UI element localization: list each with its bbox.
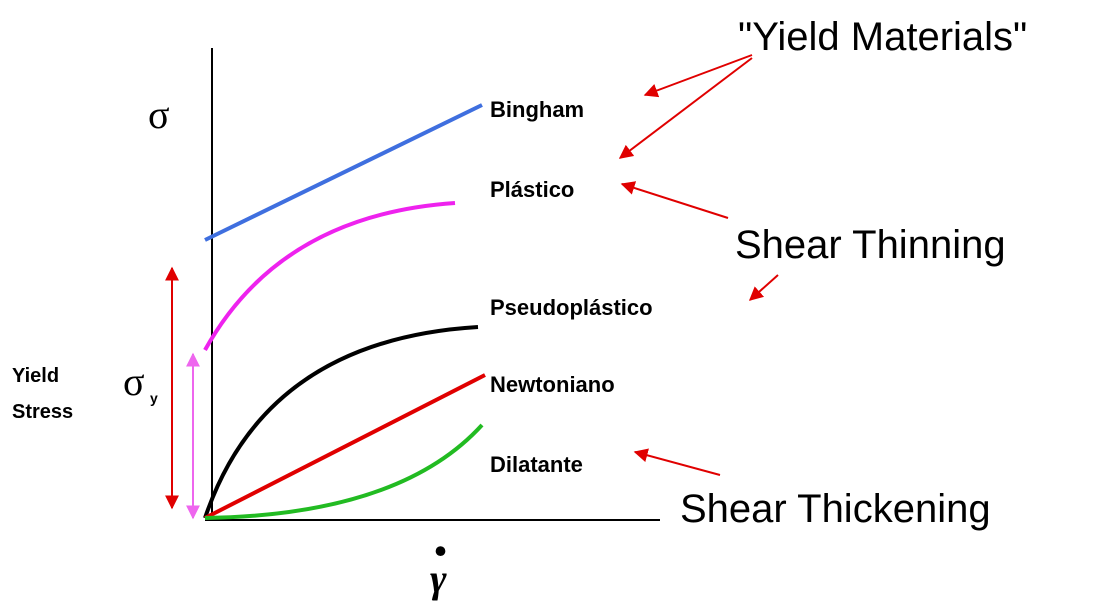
dilatante-curve (204, 423, 484, 520)
yield-label: Stress (12, 401, 73, 423)
curve-label: Plástico (490, 177, 574, 202)
curve-label: Dilatante (490, 452, 583, 477)
newtoniano-line (204, 373, 486, 520)
pointer (618, 57, 753, 159)
group-label: Shear Thickening (680, 487, 991, 531)
pointer-arrows (618, 54, 779, 476)
sigma-y-sub: y (150, 390, 158, 406)
x-axis-dot: . (433, 502, 448, 568)
bingham-line (204, 103, 483, 242)
yield-label: Yield (12, 365, 59, 387)
curve-label: Pseudoplástico (490, 295, 653, 320)
pointer (748, 274, 779, 301)
group-label: "Yield Materials" (738, 15, 1027, 59)
curve-label: Bingham (490, 97, 584, 122)
y-axis-symbol: σ (148, 92, 170, 137)
pointer (643, 54, 753, 98)
sigma-y: σ (123, 359, 145, 404)
pointer (620, 181, 729, 219)
pointer (633, 448, 721, 476)
curve-label: Newtoniano (490, 372, 615, 397)
pseudoplastico-curve (203, 325, 479, 519)
plastico-curve (203, 201, 456, 351)
x-axis-symbol: γ (430, 556, 447, 601)
group-label: Shear Thinning (735, 223, 1006, 267)
